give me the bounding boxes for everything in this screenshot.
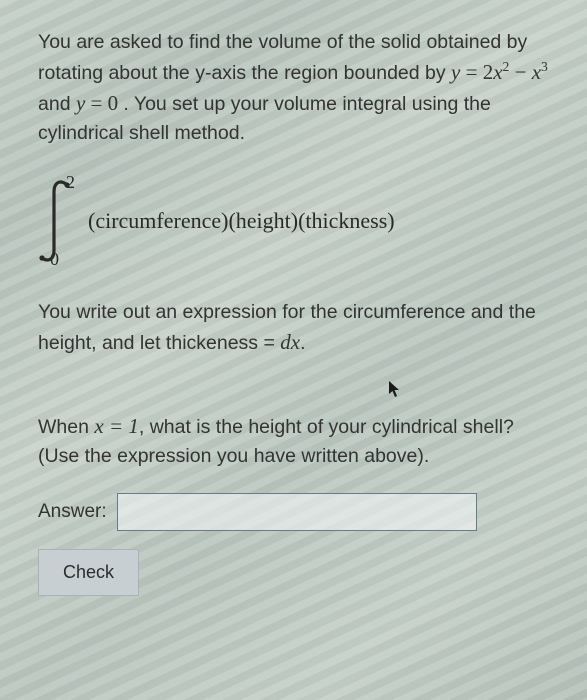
eq1-x2: x [532,60,541,84]
cursor-icon [388,380,402,403]
check-button[interactable]: Check [38,549,139,596]
problem-paragraph-2: You write out an expression for the circ… [38,298,557,358]
problem-paragraph-3: When x = 1, what is the height of your c… [38,411,557,471]
eq1-lhs: y [451,60,460,84]
answer-label: Answer: [38,501,107,523]
p2-text-b: . [300,332,305,354]
equation-1: y = 2x2 − x3 [451,60,548,84]
eq1-eq: = [460,60,482,84]
eq2-eq: = [85,91,107,115]
p3-x: x [94,414,103,438]
problem-paragraph-1: You are asked to find the volume of the … [38,28,557,148]
eq1-coef: 2 [483,60,494,84]
p3-eq: = [104,414,129,438]
p2-dx: dx [280,330,300,354]
integral-body: (circumference)(height)(thickness) [88,208,395,234]
p3-text-a: When [38,416,94,438]
answer-input[interactable] [117,493,477,531]
integral-expression: 2 0 (circumference)(height)(thickness) [38,178,557,264]
problem-card: You are asked to find the volume of the … [0,0,587,620]
eq2-rhs: 0 [108,91,119,115]
integral-lower-limit: 0 [50,249,59,270]
integral-upper-limit: 2 [66,172,75,193]
eq1-x1: x [493,60,502,84]
eq2-lhs: y [76,91,85,115]
integral-sign: 2 0 [38,178,84,264]
answer-row: Answer: [38,493,557,531]
p1-text-b: and [38,93,76,115]
equation-2: y = 0 [76,91,123,115]
eq1-minus: − [509,60,531,84]
p3-val: 1 [128,414,139,438]
eq1-exp2: 3 [541,59,548,74]
